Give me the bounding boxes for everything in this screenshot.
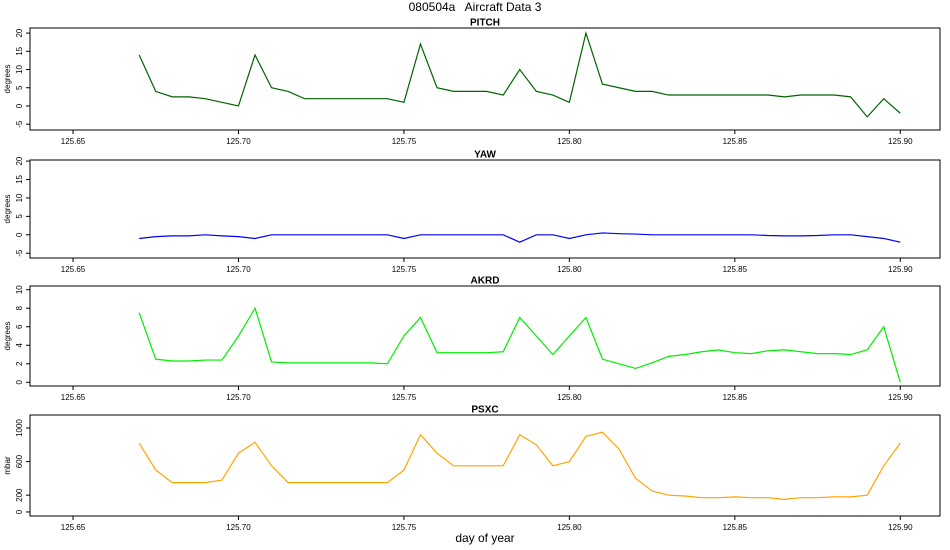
data-line — [139, 232, 901, 243]
y-tick-label: 1000 — [15, 419, 24, 437]
plot-frame — [29, 27, 941, 131]
y-tick-label: 8 — [15, 305, 24, 310]
x-tick-label: 125.80 — [557, 265, 582, 274]
y-tick-label: 0 — [15, 380, 24, 385]
x-tick-label: 125.65 — [61, 523, 86, 532]
y-tick-label: 10 — [15, 285, 24, 294]
x-tick-label: 125.75 — [392, 523, 417, 532]
x-tick-label: 125.85 — [723, 523, 748, 532]
x-tick-label: 125.85 — [723, 393, 748, 402]
x-tick-label: 125.90 — [888, 137, 913, 146]
y-tick-label: 15 — [15, 175, 24, 184]
panel-title: PSXC — [471, 405, 498, 416]
x-tick-label: 125.90 — [888, 523, 913, 532]
x-tick-label: 125.80 — [557, 393, 582, 402]
plot-frame — [29, 285, 941, 387]
x-tick-label: 125.70 — [226, 393, 251, 402]
x-tick-label: 125.80 — [557, 137, 582, 146]
x-tick-label: 125.90 — [888, 265, 913, 274]
panel-title: YAW — [474, 150, 496, 161]
y-axis-label: degrees — [3, 195, 12, 224]
x-tick-label: 125.65 — [61, 393, 86, 402]
x-tick-label: 125.70 — [226, 265, 251, 274]
y-tick-label: 5 — [15, 85, 24, 90]
plot-frame — [29, 159, 941, 259]
y-tick-label: 2 — [15, 361, 24, 366]
y-tick-label: 0 — [15, 232, 24, 237]
x-tick-label: 125.65 — [61, 265, 86, 274]
y-tick-label: 600 — [15, 454, 24, 468]
y-tick-label: 5 — [15, 214, 24, 219]
panel-title: PITCH — [470, 18, 500, 29]
y-axis-label: mbar — [3, 456, 12, 475]
y-tick-label: 15 — [15, 46, 24, 55]
y-tick-label: 0 — [15, 103, 24, 108]
x-tick-label: 125.75 — [392, 393, 417, 402]
y-tick-label: 20 — [15, 28, 24, 37]
y-tick-label: 10 — [15, 65, 24, 74]
x-tick-label: 125.65 — [61, 137, 86, 146]
y-axis-label: degrees — [3, 65, 12, 94]
x-tick-label: 125.90 — [888, 393, 913, 402]
y-axis-label: degrees — [3, 322, 12, 351]
y-tick-label: -5 — [15, 120, 24, 128]
y-tick-label: 10 — [15, 193, 24, 202]
x-tick-label: 125.85 — [723, 137, 748, 146]
y-tick-label: 20 — [15, 156, 24, 165]
y-tick-label: 200 — [15, 488, 24, 502]
x-tick-label: 125.70 — [226, 137, 251, 146]
x-tick-label: 125.75 — [392, 137, 417, 146]
y-tick-label: -5 — [15, 249, 24, 257]
x-tick-label: 125.70 — [226, 523, 251, 532]
x-tick-label: 125.85 — [723, 265, 748, 274]
x-tick-label: 125.75 — [392, 265, 417, 274]
y-tick-label: 4 — [15, 342, 24, 347]
data-line — [138, 431, 901, 500]
y-tick-label: 0 — [15, 509, 24, 514]
x-axis-label: day of year — [455, 531, 514, 545]
x-tick-label: 125.80 — [557, 523, 582, 532]
y-tick-label: 6 — [15, 324, 24, 329]
chart-title: 080504a Aircraft Data 3 — [409, 0, 542, 14]
plot-frame — [29, 414, 941, 517]
data-line — [138, 30, 901, 118]
data-line — [138, 306, 901, 383]
panel-title: AKRD — [471, 276, 500, 287]
